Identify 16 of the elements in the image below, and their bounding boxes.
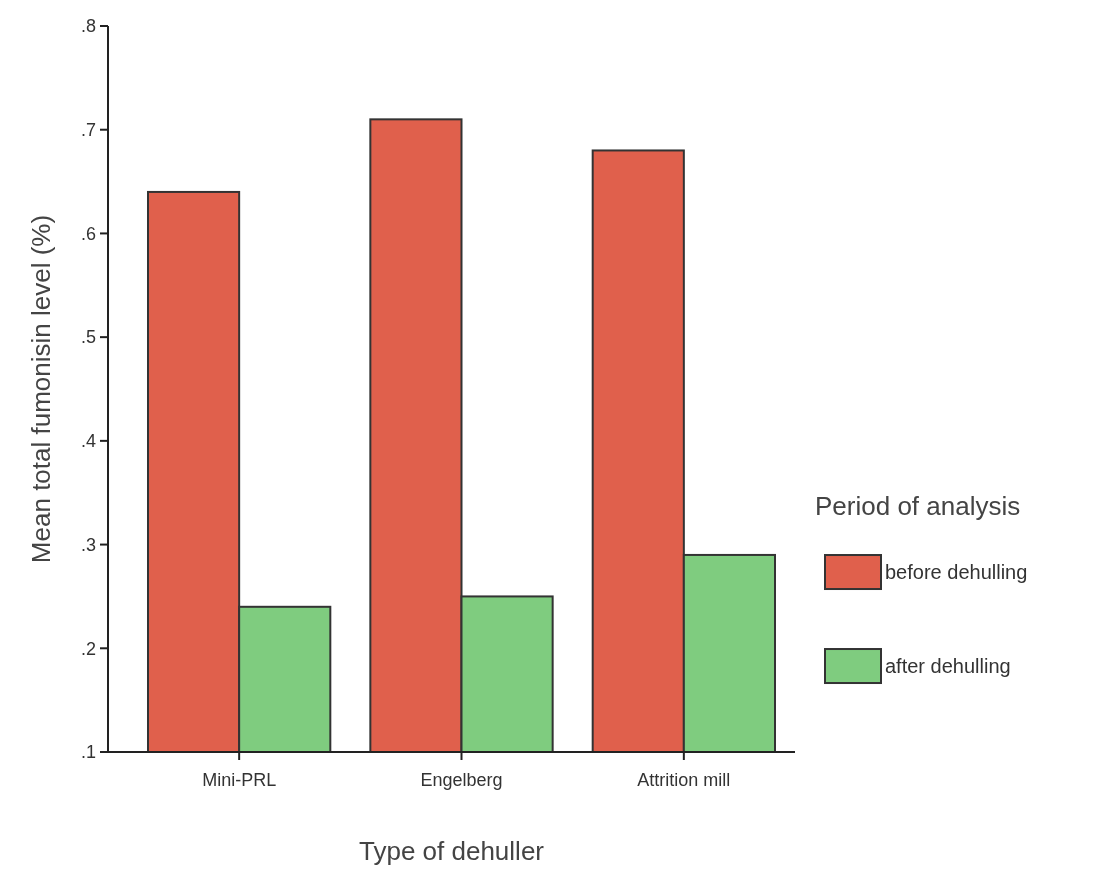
x-tick-label: Engelberg <box>420 770 503 790</box>
y-axis-title: Mean total fumonisin level (%) <box>26 214 56 564</box>
y-tick-label: .5 <box>80 327 96 348</box>
y-tick-label: .8 <box>80 16 96 37</box>
x-axis-title: Type of dehuller <box>358 836 545 866</box>
x-tick-label: Attrition mill <box>637 770 731 790</box>
x-tick-label: Mini-PRL <box>202 770 277 790</box>
legend-title: Period of analysis <box>815 491 1021 522</box>
y-tick-label: .6 <box>80 223 96 244</box>
legend-label: after dehulling <box>885 655 1011 678</box>
y-tick-label: .1 <box>80 742 96 763</box>
y-tick-label: .7 <box>80 120 96 141</box>
y-tick-label: .2 <box>80 638 96 659</box>
legend-label: before dehulling <box>885 561 1028 584</box>
y-tick-label: .4 <box>80 431 96 452</box>
y-tick-label: .3 <box>80 534 96 555</box>
